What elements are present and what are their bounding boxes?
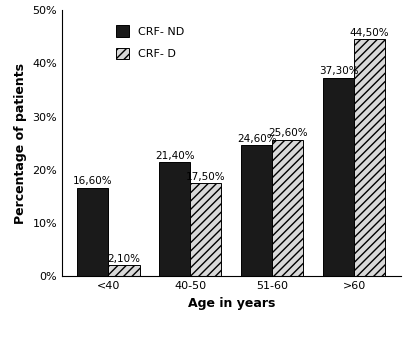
- Legend: CRF- ND, CRF- D: CRF- ND, CRF- D: [112, 21, 189, 64]
- Bar: [354, 39, 385, 276]
- Bar: [159, 162, 190, 276]
- Text: 2,10%: 2,10%: [107, 253, 140, 264]
- Text: 44,50%: 44,50%: [350, 28, 389, 38]
- Bar: [241, 145, 272, 276]
- X-axis label: Age in years: Age in years: [188, 297, 275, 310]
- Bar: [109, 265, 140, 276]
- Bar: [272, 140, 303, 276]
- Bar: [190, 183, 221, 276]
- Y-axis label: Percentage of patients: Percentage of patients: [14, 63, 27, 224]
- Bar: [77, 188, 109, 276]
- Text: 24,60%: 24,60%: [237, 134, 276, 144]
- Text: 25,60%: 25,60%: [268, 128, 308, 139]
- Bar: [323, 78, 354, 276]
- Text: 17,50%: 17,50%: [186, 172, 226, 182]
- Text: 37,30%: 37,30%: [319, 66, 358, 76]
- Text: 16,60%: 16,60%: [73, 176, 113, 186]
- Text: 21,40%: 21,40%: [155, 151, 195, 161]
